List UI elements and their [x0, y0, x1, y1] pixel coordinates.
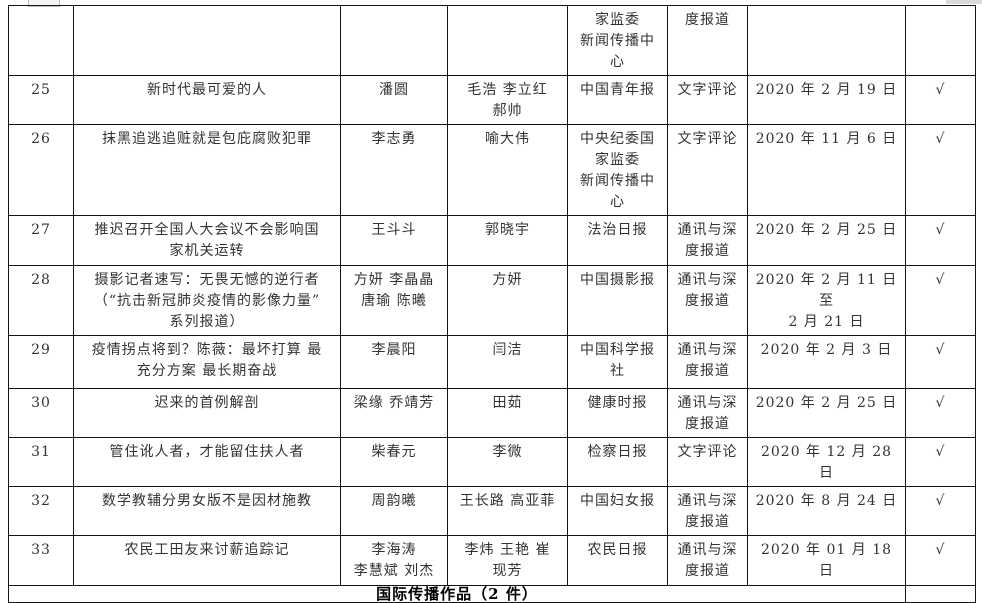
author-cell — [340, 5, 448, 76]
checkmark-icon: √ — [905, 535, 976, 586]
author-cell: 柴春元 — [340, 437, 448, 487]
date-cell: 2020 年 2 月 3 日 — [747, 335, 906, 389]
check-cell — [905, 5, 976, 76]
organization-cell: 中央纪委国 家监委 新闻传播中 心 — [567, 124, 668, 216]
row-number-cell: 25 — [8, 75, 74, 125]
date-cell: 2020 年 2 月 11 日至 2 月 21 日 — [747, 265, 906, 336]
organization-cell: 家监委 新闻传播中 心 — [567, 5, 668, 76]
editor-cell: 李微 — [447, 437, 568, 487]
checkmark-icon: √ — [905, 388, 976, 438]
organization-cell: 健康时报 — [567, 388, 668, 438]
author-cell: 周韵曦 — [340, 486, 448, 536]
date-cell: 2020 年 2 月 25 日 — [747, 215, 906, 266]
author-cell: 李晨阳 — [340, 335, 448, 389]
title-cell: 新时代最可爱的人 — [73, 75, 341, 125]
editor-cell: 王长路 高亚菲 — [447, 486, 568, 536]
document-page: { "page": { "background": "#ffffff", "bo… — [8, 0, 982, 603]
author-cell: 潘圆 — [340, 75, 448, 125]
table-row: 30 迟来的首例解剖 梁缘 乔靖芳 田茹 健康时报 通讯与深 度报道 2020 … — [8, 388, 976, 438]
footer-empty-cell — [905, 585, 976, 603]
author-cell: 梁缘 乔靖芳 — [340, 388, 448, 438]
title-cell: 疫情拐点将到？陈薇：最坏打算 最 充分方案 最长期奋战 — [73, 335, 341, 389]
genre-cell: 通讯与深 度报道 — [667, 535, 748, 586]
genre-cell: 通讯与深 度报道 — [667, 215, 748, 266]
genre-cell: 通讯与深 度报道 — [667, 265, 748, 336]
title-cell: 农民工田友来讨薪追踪记 — [73, 535, 341, 586]
table-row: 31 管住讹人者，才能留住扶人者 柴春元 李微 检察日报 文字评论 2020 年… — [8, 437, 976, 487]
genre-cell: 通讯与深 度报道 — [667, 486, 748, 536]
author-cell: 方妍 李晶晶 唐瑜 陈曦 — [340, 265, 448, 336]
genre-cell: 文字评论 — [667, 437, 748, 487]
genre-cell: 度报道 — [667, 5, 748, 76]
date-cell — [747, 5, 906, 76]
award-works-table: 家监委 新闻传播中 心 度报道 25 新时代最可爱的人 潘圆 毛浩 李立红 郝帅… — [8, 5, 976, 603]
carryover-row: 家监委 新闻传播中 心 度报道 — [8, 5, 976, 76]
organization-cell: 法治日报 — [567, 215, 668, 266]
checkmark-icon: √ — [905, 437, 976, 487]
checkmark-icon: √ — [905, 265, 976, 336]
checkmark-icon: √ — [905, 215, 976, 266]
editor-cell: 田茹 — [447, 388, 568, 438]
title-cell: 摄影记者速写：无畏无憾的逆行者 （“抗击新冠肺炎疫情的影像力量” 系列报道） — [73, 265, 341, 336]
author-cell: 李志勇 — [340, 124, 448, 216]
page-edge-artifact-right — [946, 0, 982, 4]
date-cell: 2020 年 8 月 24 日 — [747, 486, 906, 536]
editor-cell: 郭晓宇 — [447, 215, 568, 266]
row-number-cell: 30 — [8, 388, 74, 438]
row-number-cell — [8, 5, 74, 76]
organization-cell: 中国青年报 — [567, 75, 668, 125]
title-cell: 数学教辅分男女版不是因材施教 — [73, 486, 341, 536]
genre-cell: 文字评论 — [667, 124, 748, 216]
genre-cell: 通讯与深 度报道 — [667, 388, 748, 438]
row-number-cell: 33 — [8, 535, 74, 586]
editor-cell: 方妍 — [447, 265, 568, 336]
table-row: 33 农民工田友来讨薪追踪记 李海涛 李慧斌 刘杰 李炜 王艳 崔 现芳 农民日… — [8, 535, 976, 586]
organization-cell: 中国妇女报 — [567, 486, 668, 536]
organization-cell: 农民日报 — [567, 535, 668, 586]
title-cell: 抹黑追逃追赃就是包庇腐败犯罪 — [73, 124, 341, 216]
checkmark-icon: √ — [905, 75, 976, 125]
row-number-cell: 28 — [8, 265, 74, 336]
genre-cell: 通讯与深 度报道 — [667, 335, 748, 389]
checkmark-icon: √ — [905, 335, 976, 389]
title-cell: 管住讹人者，才能留住扶人者 — [73, 437, 341, 487]
organization-cell: 检察日报 — [567, 437, 668, 487]
date-cell: 2020 年 2 月 19 日 — [747, 75, 906, 125]
section-footer-row: 国际传播作品（2 件） — [8, 585, 976, 603]
editor-cell: 李炜 王艳 崔 现芳 — [447, 535, 568, 586]
date-cell: 2020 年 11 月 6 日 — [747, 124, 906, 216]
editor-cell — [447, 5, 568, 76]
title-cell — [73, 5, 341, 76]
editor-cell: 毛浩 李立红 郝帅 — [447, 75, 568, 125]
checkmark-icon: √ — [905, 124, 976, 216]
editor-cell: 闫洁 — [447, 335, 568, 389]
title-cell: 迟来的首例解剖 — [73, 388, 341, 438]
checkmark-icon: √ — [905, 486, 976, 536]
table-row: 29 疫情拐点将到？陈薇：最坏打算 最 充分方案 最长期奋战 李晨阳 闫洁 中国… — [8, 335, 976, 389]
table-row: 25 新时代最可爱的人 潘圆 毛浩 李立红 郝帅 中国青年报 文字评论 2020… — [8, 75, 976, 125]
author-cell: 王斗斗 — [340, 215, 448, 266]
author-cell: 李海涛 李慧斌 刘杰 — [340, 535, 448, 586]
row-number-cell: 31 — [8, 437, 74, 487]
section-heading-international: 国际传播作品（2 件） — [8, 585, 906, 603]
organization-cell: 中国摄影报 — [567, 265, 668, 336]
row-number-cell: 32 — [8, 486, 74, 536]
date-cell: 2020 年 01 月 18 日 — [747, 535, 906, 586]
table-row: 28 摄影记者速写：无畏无憾的逆行者 （“抗击新冠肺炎疫情的影像力量” 系列报道… — [8, 265, 976, 336]
table-row: 27 推迟召开全国人大会议不会影响国 家机关运转 王斗斗 郭晓宇 法治日报 通讯… — [8, 215, 976, 266]
date-cell: 2020 年 2 月 25 日 — [747, 388, 906, 438]
date-cell: 2020 年 12 月 28 日 — [747, 437, 906, 487]
row-number-cell: 27 — [8, 215, 74, 266]
organization-cell: 中国科学报 社 — [567, 335, 668, 389]
row-number-cell: 26 — [8, 124, 74, 216]
title-cell: 推迟召开全国人大会议不会影响国 家机关运转 — [73, 215, 341, 266]
table-row: 32 数学教辅分男女版不是因材施教 周韵曦 王长路 高亚菲 中国妇女报 通讯与深… — [8, 486, 976, 536]
row-number-cell: 29 — [8, 335, 74, 389]
table-row: 26 抹黑追逃追赃就是包庇腐败犯罪 李志勇 喻大伟 中央纪委国 家监委 新闻传播… — [8, 124, 976, 216]
editor-cell: 喻大伟 — [447, 124, 568, 216]
genre-cell: 文字评论 — [667, 75, 748, 125]
